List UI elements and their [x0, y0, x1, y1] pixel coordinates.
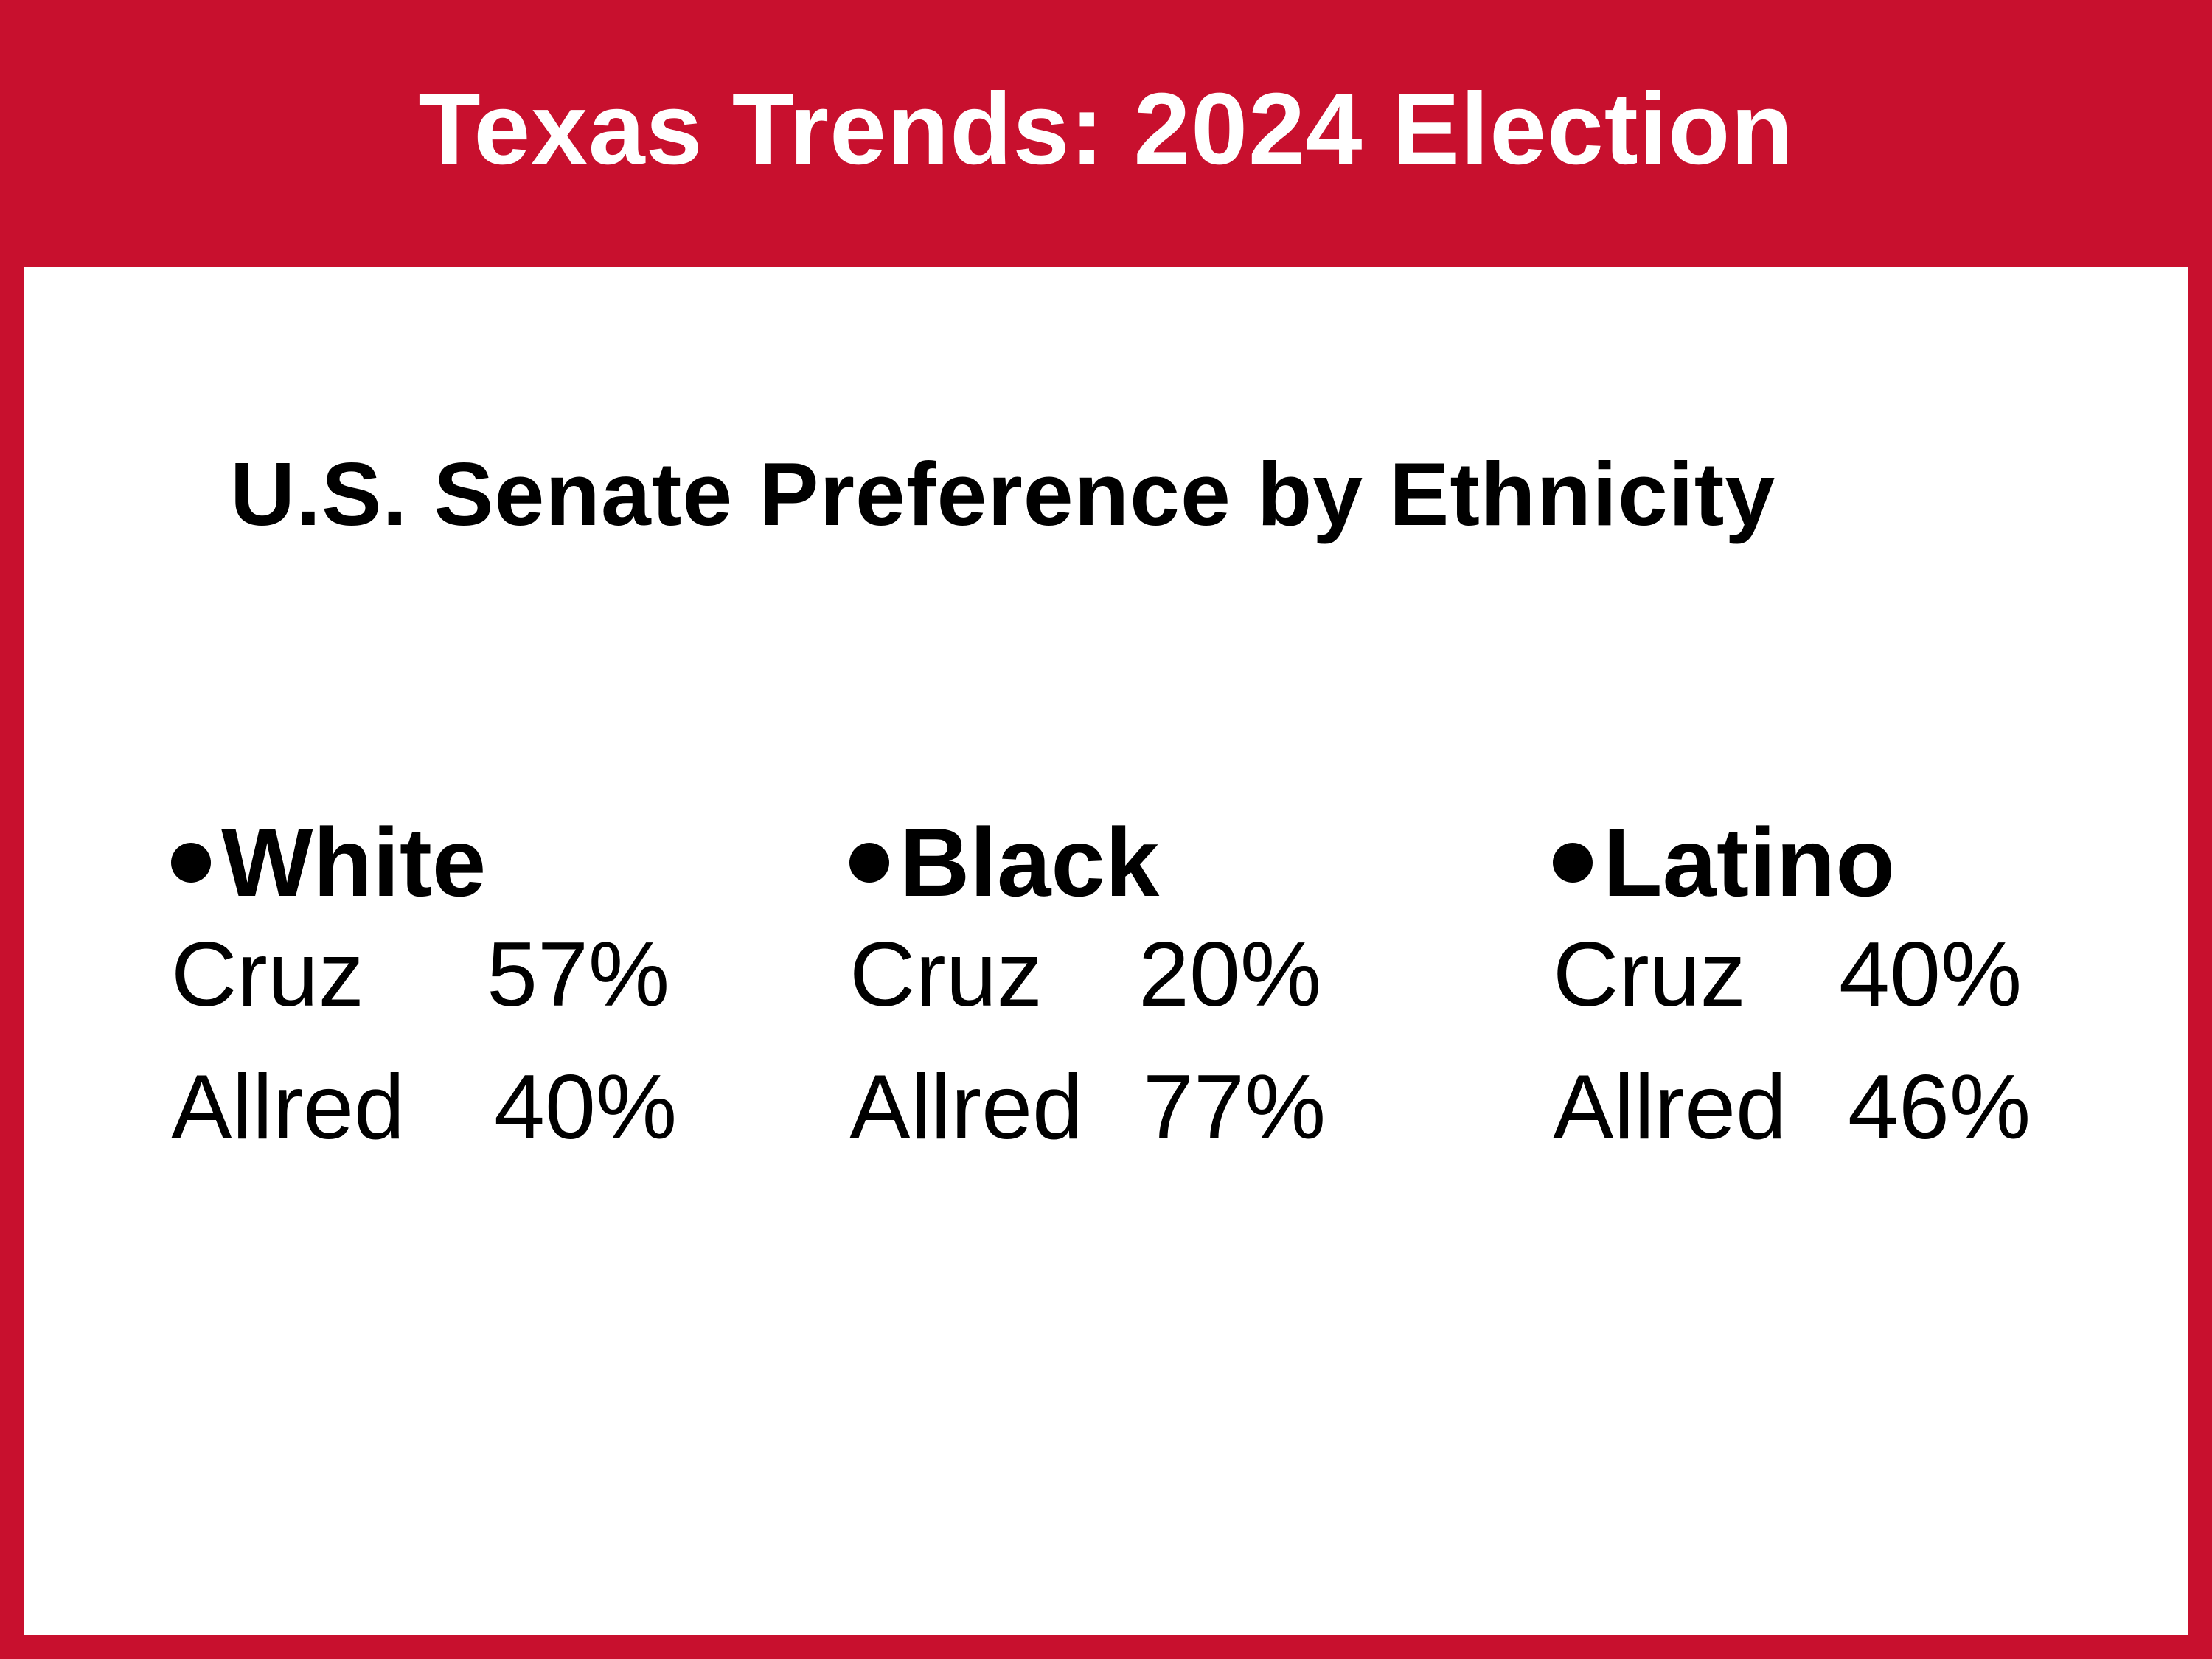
group-heading: Latino	[1553, 811, 2143, 914]
candidate-percent: 40%	[494, 1057, 678, 1158]
result-row: Allred 46%	[1553, 1047, 2143, 1180]
bullet-icon	[171, 843, 211, 883]
result-row: Allred 77%	[849, 1047, 1439, 1180]
candidate-name: Allred	[1553, 1057, 1787, 1158]
group-heading: White	[171, 811, 761, 914]
candidate-percent: 46%	[1848, 1057, 2031, 1158]
candidate-name: Cruz	[849, 924, 1043, 1026]
candidate-name: Allred	[171, 1057, 406, 1158]
group-name: White	[221, 808, 487, 917]
group-black: Black Cruz 20% Allred 77%	[849, 811, 1439, 1180]
result-row: Cruz 57%	[171, 914, 761, 1047]
candidate-name: Cruz	[1553, 924, 1746, 1026]
group-heading: Black	[849, 811, 1439, 914]
bullet-icon	[1553, 843, 1593, 883]
result-row: Allred 40%	[171, 1047, 761, 1180]
group-name: Latino	[1603, 808, 1895, 917]
candidate-percent: 40%	[1839, 924, 2023, 1026]
candidate-name: Allred	[849, 1057, 1084, 1158]
bullet-icon	[849, 843, 889, 883]
result-row: Cruz 40%	[1553, 914, 2143, 1047]
header-banner: Texas Trends: 2024 Election	[0, 0, 2212, 267]
candidate-percent: 77%	[1143, 1057, 1326, 1158]
section-subtitle: U.S. Senate Preference by Ethnicity	[230, 444, 1776, 544]
result-row: Cruz 20%	[849, 914, 1439, 1047]
candidate-percent: 20%	[1138, 924, 1322, 1026]
candidate-name: Cruz	[171, 924, 364, 1026]
candidate-percent: 57%	[487, 924, 670, 1026]
page-title: Texas Trends: 2024 Election	[418, 72, 1794, 186]
group-white: White Cruz 57% Allred 40%	[171, 811, 761, 1180]
group-name: Black	[900, 808, 1160, 917]
group-latino: Latino Cruz 40% Allred 46%	[1553, 811, 2143, 1180]
